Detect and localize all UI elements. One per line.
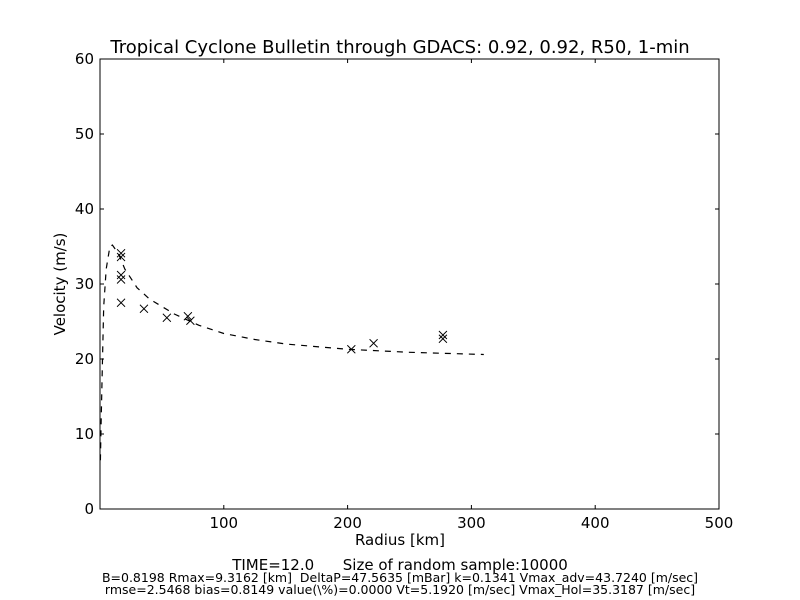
data-point [369, 338, 378, 348]
data-point [438, 330, 448, 340]
y-axis-label: Velocity (m/s) [51, 232, 69, 336]
data-point [116, 248, 126, 258]
footer-line-3: rmse=2.5468 bias=0.8149 value(\%)=0.0000… [104, 582, 696, 597]
x-tick-label: 400 [581, 514, 610, 532]
footer-line-1: TIME=12.0 Size of random sample:10000 [232, 556, 568, 574]
y-tick-label: 10 [75, 425, 94, 443]
axes-frame [99, 58, 720, 510]
y-tick-label: 50 [75, 125, 94, 143]
x-tick-label: 300 [457, 514, 486, 532]
x-tick-label: 100 [209, 514, 238, 532]
y-tick-label: 20 [75, 350, 94, 368]
x-tick-label: 500 [705, 514, 734, 532]
data-point [162, 313, 172, 323]
data-point [139, 304, 149, 314]
data-point [116, 270, 126, 280]
fitted-curve [99, 244, 484, 461]
y-tick-label: 0 [84, 500, 94, 518]
chart-title: Tropical Cyclone Bulletin through GDACS:… [110, 37, 690, 58]
x-tick-label: 200 [333, 514, 362, 532]
y-tick-label: 60 [75, 50, 94, 68]
data-point [116, 275, 126, 284]
y-tick-label: 30 [75, 275, 94, 293]
y-tick-label: 40 [75, 200, 94, 218]
footer-line-2: B=0.8198 Rmax=9.3162 [km] DeltaP=47.5635… [101, 570, 699, 585]
x-axis-label: Radius [km] [354, 531, 446, 549]
data-point [438, 334, 448, 344]
data-point [116, 298, 126, 308]
